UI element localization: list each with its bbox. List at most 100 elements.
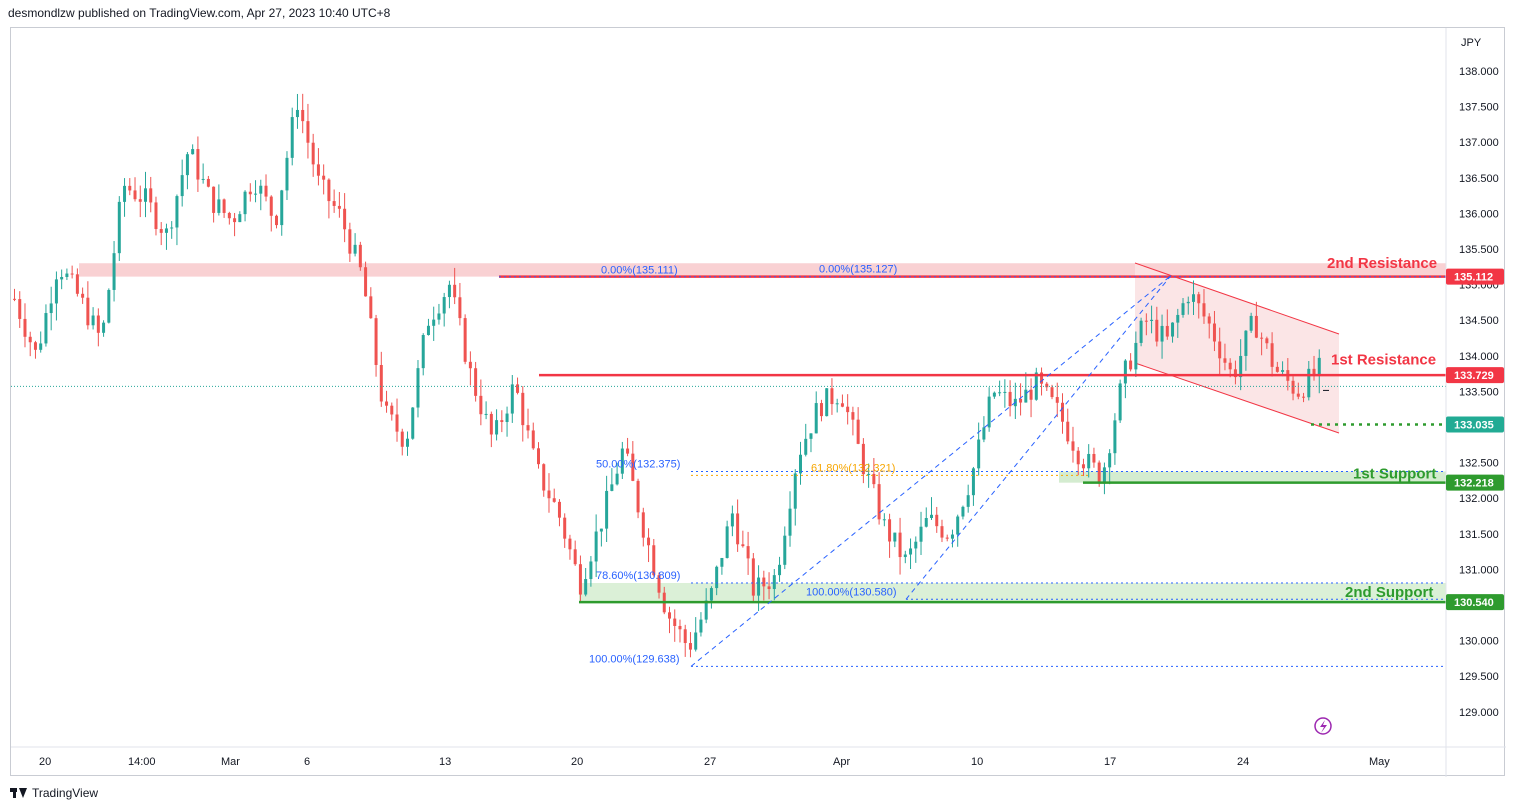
time-tick-label: 6	[304, 756, 310, 768]
candle-body	[573, 549, 577, 565]
candle-body	[1150, 319, 1154, 321]
candle-body	[783, 535, 787, 565]
candle-body	[212, 186, 216, 213]
candle-body	[453, 284, 457, 298]
zones-layer	[79, 262, 1446, 603]
candle-body	[830, 388, 834, 405]
candle-body	[117, 201, 121, 254]
candle-body	[337, 205, 341, 209]
candle-body	[269, 196, 273, 216]
candle-body	[301, 109, 305, 122]
candle-body	[185, 154, 189, 176]
candle-body	[778, 564, 782, 576]
candle-body	[930, 514, 933, 518]
candle-body	[1249, 315, 1253, 331]
candle-body	[75, 274, 79, 294]
candle-body	[935, 514, 939, 527]
candle-body	[358, 244, 362, 268]
candle-body	[673, 618, 677, 626]
price-tick-label: 129.500	[1459, 671, 1499, 683]
candle-body	[280, 190, 284, 226]
candle-body	[175, 196, 179, 228]
candle-body	[1097, 462, 1101, 484]
candle-body	[23, 318, 27, 337]
candle-body	[552, 498, 556, 502]
candle-body	[940, 526, 944, 538]
candle-body	[709, 588, 713, 601]
candle-body	[306, 121, 310, 143]
candle-body	[861, 443, 865, 475]
candle-body	[751, 558, 755, 596]
candle-body	[238, 214, 242, 223]
candle-body	[243, 191, 247, 215]
time-tick-label: May	[1369, 756, 1390, 768]
candle-body	[510, 384, 514, 414]
candle-body	[1055, 397, 1059, 403]
candle-body	[254, 193, 258, 195]
candle-body	[96, 315, 100, 333]
price-tick-label: 129.000	[1459, 707, 1499, 719]
candle-body	[599, 528, 603, 532]
candle-body	[872, 473, 876, 485]
channel-fill	[1135, 263, 1339, 433]
candle-body	[33, 342, 37, 350]
candle-body	[804, 438, 808, 455]
lightning-bolt-icon	[1320, 720, 1327, 733]
candle-body	[1281, 370, 1285, 372]
brand-footer[interactable]: TradingView	[10, 786, 98, 800]
price-tick-label: 134.500	[1459, 315, 1499, 327]
candle-body	[1123, 360, 1127, 384]
candle-body	[914, 541, 918, 549]
price-chart[interactable]: 0.00%(135.111) 0.00%(135.127) 50.00%(132.3…	[11, 28, 1506, 777]
candle-body	[411, 407, 415, 439]
candle-body	[369, 296, 373, 319]
candle-body	[180, 175, 184, 197]
candle-body	[704, 600, 708, 620]
candle-body	[1118, 383, 1122, 421]
price-tick-label: 136.500	[1459, 173, 1499, 185]
candle-body	[1307, 368, 1311, 398]
candle-body	[70, 273, 74, 275]
candle-body	[1207, 316, 1211, 324]
price-label-text: 132.218	[1454, 478, 1494, 490]
candle-body	[882, 519, 886, 521]
candle-body	[395, 414, 399, 432]
candle-body	[1129, 360, 1133, 370]
candle-body	[217, 199, 221, 213]
candle-body	[589, 561, 593, 580]
candle-body	[888, 519, 892, 542]
candle-body	[353, 244, 357, 254]
candle-body	[1192, 294, 1195, 302]
candle-body	[1081, 464, 1085, 469]
candle-body	[835, 403, 839, 405]
candle-body	[86, 297, 90, 326]
candle-body	[919, 526, 923, 542]
candle-body	[1019, 398, 1023, 403]
candle-body	[60, 276, 64, 280]
candle-body	[636, 480, 640, 513]
candle-body	[18, 299, 22, 319]
candle-body	[956, 516, 960, 535]
candle-body	[65, 273, 69, 277]
fib-label: 50.00%(132.375)	[596, 459, 680, 471]
candle-body	[1102, 467, 1106, 484]
candle-body	[521, 392, 525, 426]
candle-body	[1076, 450, 1080, 465]
candle-body	[1260, 337, 1264, 339]
candle-body	[316, 164, 320, 176]
candle-body	[1197, 294, 1201, 304]
candle-body	[809, 433, 813, 439]
candle-body	[484, 413, 488, 415]
candle-body	[81, 293, 85, 298]
candle-body	[1134, 342, 1138, 370]
candle-body	[992, 392, 996, 397]
candle-body	[416, 368, 420, 408]
candle-body	[846, 406, 850, 413]
candle-body	[657, 575, 661, 593]
candle-body	[1291, 380, 1295, 394]
candle-body	[275, 215, 278, 226]
candle-body	[1050, 387, 1054, 398]
candle-body	[1024, 389, 1028, 403]
candle-body	[463, 318, 467, 362]
candle-body	[547, 490, 551, 499]
